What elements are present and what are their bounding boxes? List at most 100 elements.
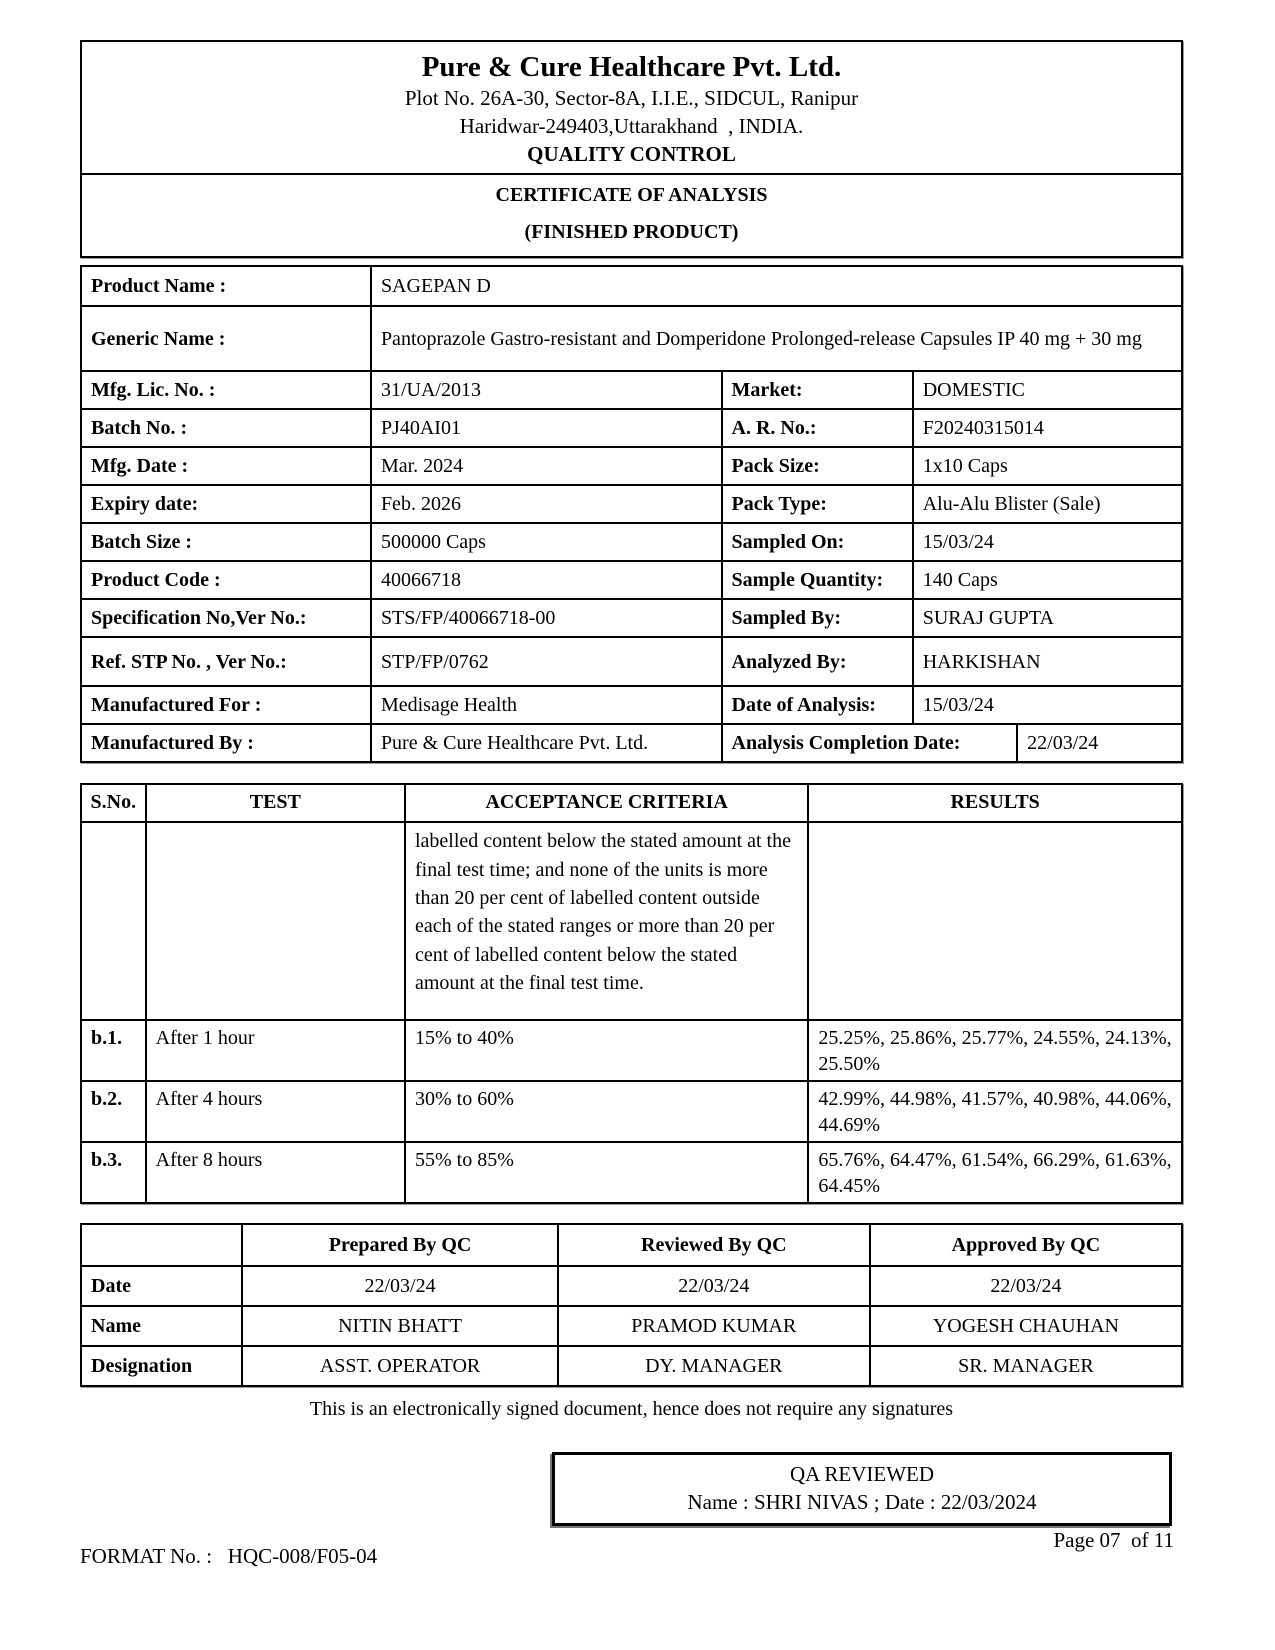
row-label-date: Date: [91, 1275, 131, 1298]
designation-approved: SR. MANAGER: [868, 1347, 1181, 1386]
field-label: Sampled On:: [720, 524, 912, 561]
field-value: 15/03/24: [911, 524, 1181, 561]
sno-cell: b.1.: [91, 1027, 123, 1050]
name-approved: YOGESH CHAUHAN: [868, 1307, 1181, 1346]
designation-prepared: ASST. OPERATOR: [241, 1347, 556, 1386]
field-label: Product Name :: [91, 275, 227, 298]
results-cell: [807, 823, 1181, 1020]
table-row: b.2. After 4 hours 30% to 60% 42.99%, 44…: [82, 1080, 1181, 1142]
table-row: Mfg. Lic. No. : 31/UA/2013 Market: DOMES…: [82, 370, 1181, 409]
date-reviewed: 22/03/24: [556, 1267, 869, 1306]
field-value: SURAJ GUPTA: [911, 600, 1181, 637]
field-value: SAGEPAN D: [369, 267, 1181, 306]
document-title: CERTIFICATE OF ANALYSIS: [495, 184, 768, 207]
column-header-sno: S.No.: [90, 791, 137, 814]
sno-cell: [82, 823, 145, 1019]
test-results-table: S.No. TEST ACCEPTANCE CRITERIA RESULTS l…: [80, 783, 1183, 1205]
document-title-section: CERTIFICATE OF ANALYSIS (FINISHED PRODUC…: [82, 173, 1181, 256]
table-row: b.1. After 1 hour 15% to 40% 25.25%, 25.…: [82, 1019, 1181, 1081]
table-row: Generic Name : Pantoprazole Gastro-resis…: [82, 305, 1181, 371]
test-cell: After 8 hours: [144, 1143, 404, 1203]
table-row: Date 22/03/24 22/03/24 22/03/24: [82, 1265, 1181, 1306]
table-row: Designation ASST. OPERATOR DY. MANAGER S…: [82, 1345, 1181, 1386]
criteria-cell: 15% to 40%: [404, 1021, 807, 1081]
table-row: Mfg. Date : Mar. 2024 Pack Size: 1x10 Ca…: [82, 446, 1181, 485]
column-header-test: TEST: [144, 785, 404, 822]
table-row: Batch Size : 500000 Caps Sampled On: 15/…: [82, 522, 1181, 561]
document-content: Pure & Cure Healthcare Pvt. Ltd. Plot No…: [80, 40, 1183, 1569]
field-label: Analyzed By:: [720, 638, 912, 686]
table-row: Expiry date: Feb. 2026 Pack Type: Alu-Al…: [82, 484, 1181, 523]
department-title: QUALITY CONTROL: [527, 142, 736, 167]
field-label: Manufactured By :: [91, 732, 254, 755]
field-value: STS/FP/40066718-00: [369, 600, 721, 637]
field-value: HARKISHAN: [911, 638, 1181, 686]
criteria-cell: 30% to 60%: [404, 1082, 807, 1142]
page-number: Page 07 of 11: [1053, 1528, 1174, 1553]
field-label: Generic Name :: [91, 327, 226, 350]
table-header-row: Prepared By QC Reviewed By QC Approved B…: [82, 1225, 1181, 1266]
test-cell: After 1 hour: [144, 1021, 404, 1081]
table-row: Product Code : 40066718 Sample Quantity:…: [82, 560, 1181, 599]
field-label: Analysis Completion Date:: [720, 725, 1017, 762]
designation-reviewed: DY. MANAGER: [556, 1347, 869, 1386]
field-value: STP/FP/0762: [369, 638, 721, 686]
field-value: Medisage Health: [369, 687, 721, 724]
table-row: b.3. After 8 hours 55% to 85% 65.76%, 64…: [82, 1141, 1181, 1203]
field-value: 1x10 Caps: [911, 448, 1181, 485]
results-cell: 25.25%, 25.86%, 25.77%, 24.55%, 24.13%, …: [807, 1021, 1181, 1081]
field-label: Batch No. :: [91, 417, 188, 440]
table-row: Manufactured By : Pure & Cure Healthcare…: [82, 723, 1181, 762]
company-address-line1: Plot No. 26A-30, Sector-8A, I.I.E., SIDC…: [404, 85, 859, 110]
company-header: Pure & Cure Healthcare Pvt. Ltd. Plot No…: [82, 42, 1181, 173]
field-label: Ref. STP No. , Ver No.:: [91, 650, 287, 673]
column-header-prepared: Prepared By QC: [241, 1225, 556, 1266]
test-cell: After 4 hours: [144, 1082, 404, 1142]
field-label: Mfg. Date :: [91, 455, 189, 478]
table-row: Ref. STP No. , Ver No.: STP/FP/0762 Anal…: [82, 636, 1181, 686]
qa-reviewed-box: QA REVIEWED Name : SHRI NIVAS ; Date : 2…: [552, 1452, 1172, 1527]
field-value: Mar. 2024: [369, 448, 721, 485]
column-header-results: RESULTS: [807, 785, 1181, 822]
field-value: 40066718: [369, 562, 721, 599]
field-value: 31/UA/2013: [369, 372, 721, 409]
table-row: Name NITIN BHATT PRAMOD KUMAR YOGESH CHA…: [82, 1305, 1181, 1346]
criteria-cell: labelled content below the stated amount…: [404, 823, 807, 1020]
field-label: Pack Type:: [720, 486, 912, 523]
format-number: FORMAT No. : HQC-008/F05-04: [80, 1544, 378, 1569]
field-label: Expiry date:: [91, 493, 199, 516]
document-header: Pure & Cure Healthcare Pvt. Ltd. Plot No…: [80, 40, 1183, 259]
table-row: Specification No,Ver No.: STS/FP/4006671…: [82, 598, 1181, 637]
page-footer: FORMAT No. : HQC-008/F05-04 Page 07 of 1…: [80, 1528, 1183, 1569]
table-row: Manufactured For : Medisage Health Date …: [82, 685, 1181, 724]
company-name: Pure & Cure Healthcare Pvt. Ltd.: [421, 51, 842, 83]
field-label: Date of Analysis:: [720, 687, 912, 724]
field-value: F20240315014: [911, 410, 1181, 447]
field-label: Sample Quantity:: [720, 562, 912, 599]
field-label: Manufactured For :: [91, 694, 262, 717]
field-label: Specification No,Ver No.:: [91, 607, 307, 630]
name-prepared: NITIN BHATT: [241, 1307, 556, 1346]
table-row: Batch No. : PJ40AI01 A. R. No.: F2024031…: [82, 408, 1181, 447]
field-label: Mfg. Lic. No. :: [91, 379, 216, 402]
field-value: Pure & Cure Healthcare Pvt. Ltd.: [369, 725, 721, 762]
results-cell: 42.99%, 44.98%, 41.57%, 40.98%, 44.06%, …: [807, 1082, 1181, 1142]
column-header-reviewed: Reviewed By QC: [556, 1225, 869, 1266]
table-row: labelled content below the stated amount…: [82, 821, 1181, 1020]
row-label-designation: Designation: [91, 1355, 193, 1378]
field-value: Pantoprazole Gastro-resistant and Domper…: [369, 307, 1181, 371]
field-value: 500000 Caps: [369, 524, 721, 561]
field-label: A. R. No.:: [720, 410, 912, 447]
name-reviewed: PRAMOD KUMAR: [556, 1307, 869, 1346]
product-info-table: Product Name : SAGEPAN D Generic Name : …: [80, 265, 1183, 764]
column-header-approved: Approved By QC: [868, 1225, 1181, 1266]
field-value: Feb. 2026: [369, 486, 721, 523]
field-value: PJ40AI01: [369, 410, 721, 447]
field-label: Pack Size:: [720, 448, 912, 485]
test-cell: [144, 823, 404, 1020]
field-value: 15/03/24: [911, 687, 1181, 724]
column-header-blank: [82, 1225, 241, 1265]
sno-cell: b.3.: [91, 1149, 123, 1172]
qa-reviewed-detail: Name : SHRI NIVAS ; Date : 22/03/2024: [687, 1490, 1037, 1515]
